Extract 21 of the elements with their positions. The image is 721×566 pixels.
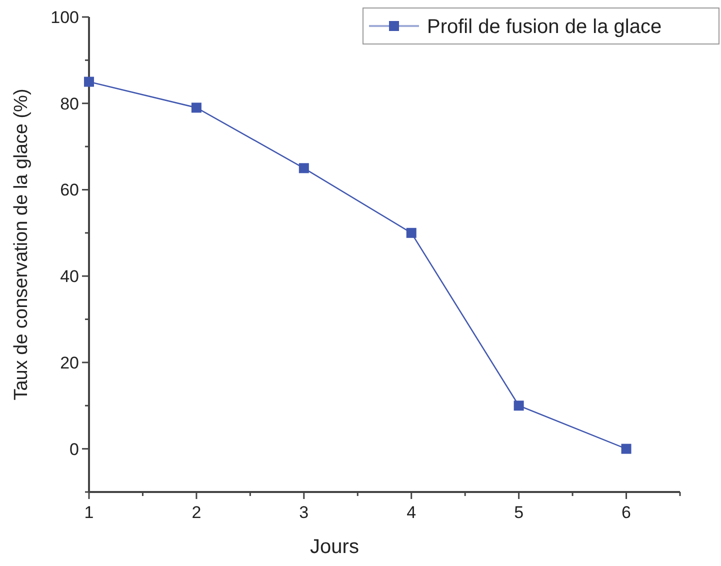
x-tick-label: 3: [299, 503, 309, 522]
x-tick-label: 5: [514, 503, 524, 522]
point: [191, 102, 202, 113]
y-tick-label: 0: [70, 440, 79, 459]
point: [298, 163, 309, 174]
point: [84, 76, 94, 87]
y-tick-label: 60: [60, 180, 79, 200]
x-tick-label: 2: [192, 503, 202, 522]
x-tick-label: 1: [84, 503, 94, 522]
x-tick-label: 6: [622, 503, 632, 522]
x-tick-label: 4: [406, 503, 416, 522]
y-axis-title: Taux de conservation de la glace (%): [11, 88, 32, 400]
y-tick-label: 20: [60, 353, 79, 372]
point: [621, 444, 632, 454]
point: [406, 228, 416, 238]
y-tick-label: 80: [60, 94, 79, 114]
legend-label: Profil de fusion de la glace: [427, 16, 662, 38]
y-tick-label: 100: [50, 8, 79, 27]
y-tick-label: 40: [60, 267, 79, 286]
point: [514, 400, 524, 411]
x-axis-title: Jours: [310, 536, 359, 558]
